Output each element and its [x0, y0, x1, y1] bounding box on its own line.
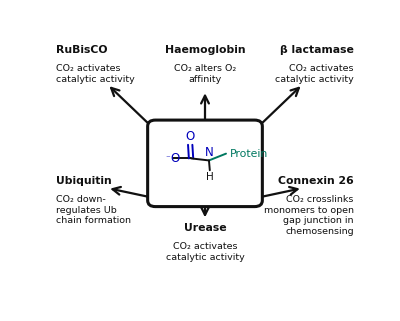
- Text: Connexin 26: Connexin 26: [278, 176, 354, 186]
- Text: CO₂ activates
catalytic activity: CO₂ activates catalytic activity: [166, 242, 244, 262]
- Text: CO₂ activates
catalytic activity: CO₂ activates catalytic activity: [275, 65, 354, 84]
- Text: β lactamase: β lactamase: [280, 45, 354, 55]
- Text: CO₂ activates
catalytic activity: CO₂ activates catalytic activity: [56, 65, 135, 84]
- Text: CO₂ crosslinks
monomers to open
gap junction in
chemosensing: CO₂ crosslinks monomers to open gap junc…: [264, 195, 354, 236]
- FancyBboxPatch shape: [148, 120, 262, 207]
- Text: ⁻: ⁻: [166, 154, 170, 163]
- Text: Ubiquitin: Ubiquitin: [56, 176, 112, 186]
- Text: O: O: [186, 130, 195, 143]
- Text: H: H: [206, 172, 214, 182]
- Text: O: O: [170, 152, 179, 165]
- Text: CO₂ alters O₂
affinity: CO₂ alters O₂ affinity: [174, 65, 236, 84]
- Text: CO₂ down-
regulates Ub
chain formation: CO₂ down- regulates Ub chain formation: [56, 195, 131, 225]
- Text: Protein: Protein: [230, 149, 268, 159]
- Text: Haemoglobin: Haemoglobin: [165, 45, 245, 55]
- Text: N: N: [205, 146, 214, 159]
- Text: RuBisCO: RuBisCO: [56, 45, 108, 55]
- Text: Urease: Urease: [184, 223, 226, 233]
